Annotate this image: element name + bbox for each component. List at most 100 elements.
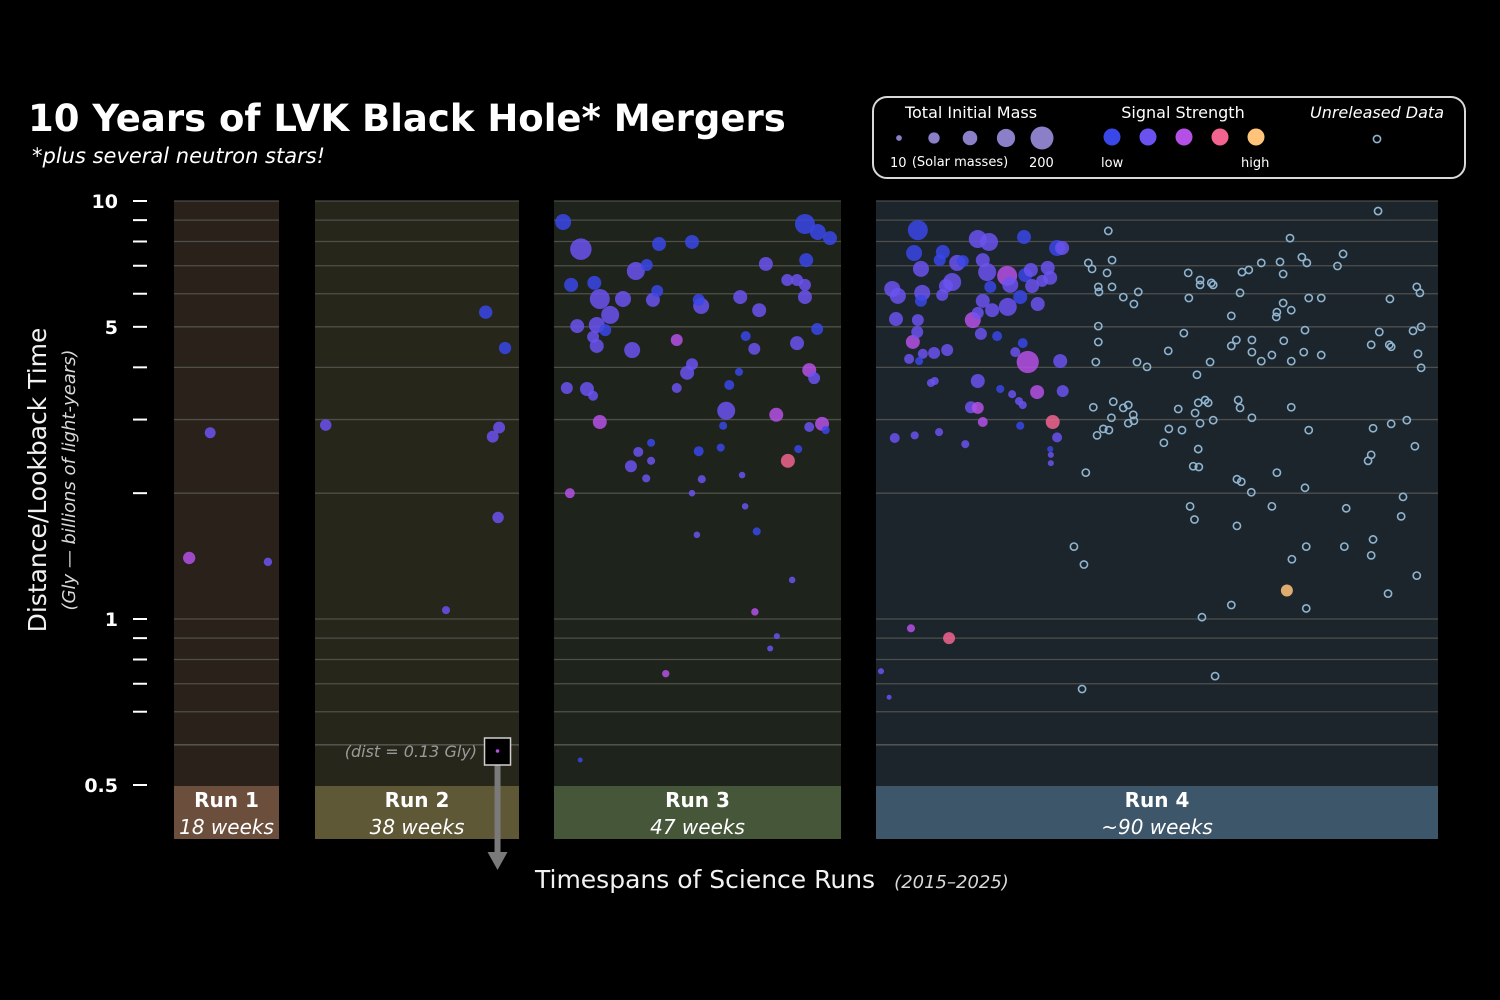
unreleased-event-point: [1077, 684, 1087, 694]
unreleased-event-point: [1164, 424, 1174, 434]
merger-event-point: [1023, 262, 1038, 277]
legend-mass-min: 10: [890, 156, 907, 171]
merger-event-point: [773, 633, 780, 640]
unreleased-event-point: [1416, 363, 1426, 373]
merger-event-point: [587, 330, 600, 343]
merger-event-point: [904, 353, 915, 364]
unreleased-event-point: [1205, 357, 1215, 367]
merger-event-point: [974, 327, 987, 340]
merger-event-point: [740, 331, 751, 342]
merger-event-point: [263, 557, 273, 567]
merger-event-point: [809, 224, 826, 241]
unreleased-event-point: [1278, 269, 1288, 279]
unreleased-event-point: [1244, 265, 1254, 275]
unreleased-event-point: [1415, 288, 1425, 298]
unreleased-event-point: [1133, 287, 1143, 297]
merger-event-point: [978, 263, 997, 282]
merger-event-point: [577, 757, 583, 763]
merger-event-point: [498, 341, 512, 355]
merger-event-point: [984, 280, 997, 293]
x-axis-label-group: Timespans of Science Runs (2015–2025): [534, 865, 1009, 894]
unreleased-event-point: [1206, 278, 1216, 288]
merger-event-point: [752, 303, 767, 318]
merger-event-point: [975, 253, 990, 268]
merger-event-point: [888, 312, 903, 327]
unreleased-event-point: [1366, 340, 1376, 350]
merger-event-point: [911, 326, 924, 338]
run-duration: ~90 weeks: [1101, 815, 1213, 839]
unreleased-event-point: [1203, 398, 1213, 408]
merger-event-point: [733, 290, 748, 305]
unreleased-event-point: [1256, 356, 1266, 366]
unreleased-event-point: [1128, 410, 1138, 420]
unreleased-event-point: [1408, 326, 1418, 336]
merger-event-point: [1045, 415, 1060, 429]
merger-event-point: [183, 551, 196, 565]
legend-mass-samples: [896, 126, 1054, 150]
run-panel-2: Run 2 38 weeks: [315, 200, 519, 839]
unreleased-event-point: [1235, 288, 1245, 298]
merger-event-point: [693, 446, 704, 457]
legend-signal-high: high: [1241, 156, 1269, 171]
legend: Total Initial Mass 10 (Solar masses) 200…: [872, 96, 1466, 179]
unreleased-event-point: [1233, 395, 1243, 405]
unreleased-event-point: [1286, 356, 1296, 366]
merger-event-point: [670, 334, 683, 346]
y-tick-label: 0.5: [84, 775, 118, 797]
merger-event-point: [748, 342, 761, 355]
run-panel-1: Run 1 18 weeks: [174, 200, 279, 839]
unreleased-event-point: [1410, 441, 1420, 451]
merger-event-point: [911, 314, 924, 327]
unreleased-event-point: [1195, 280, 1205, 290]
run-name: Run 2: [385, 788, 450, 812]
merger-event-point: [662, 669, 670, 678]
unreleased-event-point: [1163, 346, 1173, 356]
merger-event-point: [588, 390, 599, 401]
merger-event-point: [441, 606, 451, 615]
unreleased-event-point: [1232, 474, 1242, 484]
unreleased-event-point: [1398, 492, 1408, 502]
merger-event-point: [1010, 347, 1021, 358]
unreleased-event-point: [1363, 456, 1373, 466]
unreleased-event-point: [1190, 515, 1199, 524]
unreleased-event-point: [1383, 589, 1393, 599]
merger-event-point: [971, 306, 984, 319]
unreleased-event-point: [1373, 206, 1383, 216]
merger-event-point: [716, 443, 725, 452]
unreleased-event-point: [1412, 571, 1422, 581]
run-duration: 38 weeks: [370, 815, 465, 839]
merger-event-point: [928, 346, 941, 359]
y-tick-label: 5: [105, 317, 118, 339]
merger-event-point: [926, 378, 935, 388]
merger-event-point: [821, 426, 830, 435]
unreleased-event-point: [1069, 542, 1079, 552]
legend-frame: [872, 96, 1466, 179]
unreleased-event-point: [1197, 612, 1207, 622]
merger-event-point: [1030, 297, 1045, 311]
y-tick-label: 1: [105, 609, 118, 631]
unreleased-event-point: [1413, 349, 1423, 359]
merger-event-point: [570, 319, 585, 334]
unreleased-event-point: [1304, 425, 1314, 435]
unreleased-event-point: [1123, 400, 1133, 410]
merger-event-point: [992, 331, 1003, 342]
merger-event-point: [592, 415, 607, 429]
merger-event-point: [651, 285, 664, 298]
merger-event-point: [889, 433, 900, 444]
unreleased-event-point: [1247, 335, 1257, 345]
y-tick-label: 10: [92, 191, 118, 213]
unreleased-event-point: [1081, 468, 1091, 477]
merger-event-point: [1018, 400, 1027, 410]
unreleased-event-point: [1286, 305, 1296, 315]
merger-event-point: [564, 277, 579, 292]
legend-mass-unit: (Solar masses): [912, 155, 1008, 170]
merger-event-point: [886, 694, 892, 700]
merger-event-point: [560, 382, 573, 394]
merger-event-point: [640, 258, 653, 271]
merger-event-point: [794, 445, 803, 454]
merger-event-point: [971, 401, 984, 414]
merger-event-point: [907, 220, 928, 241]
unreleased-event-point: [1339, 542, 1349, 552]
